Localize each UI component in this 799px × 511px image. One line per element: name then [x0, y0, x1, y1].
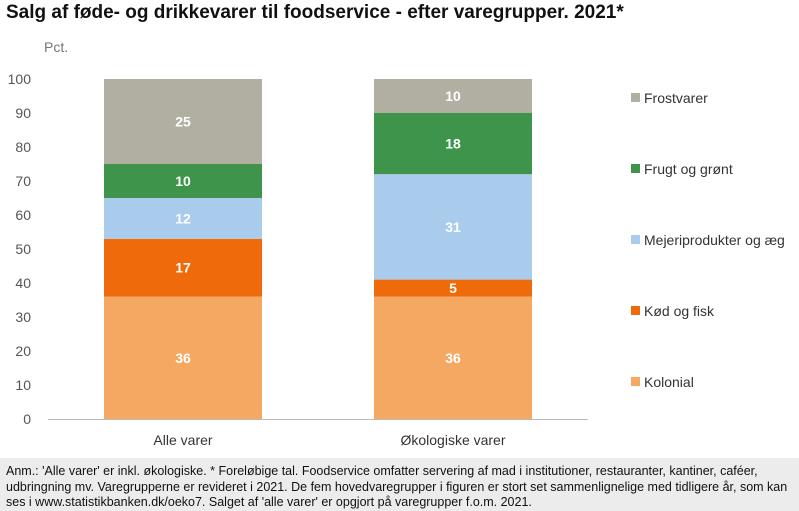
data-label: 17 [175, 260, 191, 276]
data-label: 36 [445, 350, 461, 366]
data-label: 31 [445, 219, 461, 235]
data-label: 5 [449, 280, 457, 296]
bar-segment [374, 279, 532, 297]
bar-segment [104, 79, 262, 164]
legend-label: Kolonial [644, 374, 694, 390]
chart-title: Salg af føde- og drikkevarer til foodser… [6, 2, 624, 23]
bar-segment [104, 238, 262, 297]
legend-label: Frostvarer [644, 90, 708, 106]
bar-segment [374, 296, 532, 419]
x-tick-label: Alle varer [153, 432, 212, 448]
data-label: 10 [445, 88, 461, 104]
footnote: Anm.: 'Alle varer' er inkl. økologiske. … [0, 458, 799, 511]
bar-segment [374, 79, 532, 113]
bar-segment [374, 113, 532, 175]
stacked-bar-chart: Pct. 0 10 20 30 40 50 60 70 80 90 100 36 17 12 10 25 Alle… [8, 39, 785, 448]
bar-segment [104, 296, 262, 419]
legend-swatch [631, 306, 640, 315]
y-axis-label: Pct. [44, 39, 68, 55]
legend-swatch [631, 377, 640, 386]
y-tick-label: 70 [15, 173, 31, 189]
y-tick-label: 80 [15, 139, 31, 155]
data-label: 36 [175, 350, 191, 366]
y-tick-label: 50 [15, 241, 31, 257]
y-tick-label: 60 [15, 207, 31, 223]
legend-label: Mejeriprodukter og æg [644, 232, 785, 248]
bar-segment [374, 174, 532, 280]
data-label: 25 [175, 114, 191, 130]
chart-area: Pct. 0 10 20 30 40 50 60 70 80 90 100 36 17 12 10 25 Alle… [7, 39, 785, 448]
legend-swatch [631, 164, 640, 173]
y-tick-label: 100 [8, 71, 32, 87]
data-label: 12 [175, 210, 191, 226]
y-tick-label: 10 [15, 377, 31, 393]
y-tick-label: 30 [15, 309, 31, 325]
legend-label: Kød og fisk [644, 303, 715, 319]
legend-label: Frugt og grønt [644, 161, 733, 177]
data-label: 10 [175, 173, 191, 189]
x-tick-label: Økologiske varer [400, 432, 505, 448]
y-tick-label: 20 [15, 343, 31, 359]
legend-swatch [631, 93, 640, 102]
y-tick-label: 90 [15, 105, 31, 121]
bar-segment [104, 164, 262, 198]
data-label: 18 [445, 136, 461, 152]
legend-swatch [631, 235, 640, 244]
y-tick-label: 40 [15, 275, 31, 291]
bar-segment [104, 198, 262, 239]
y-tick-label: 0 [23, 411, 31, 427]
